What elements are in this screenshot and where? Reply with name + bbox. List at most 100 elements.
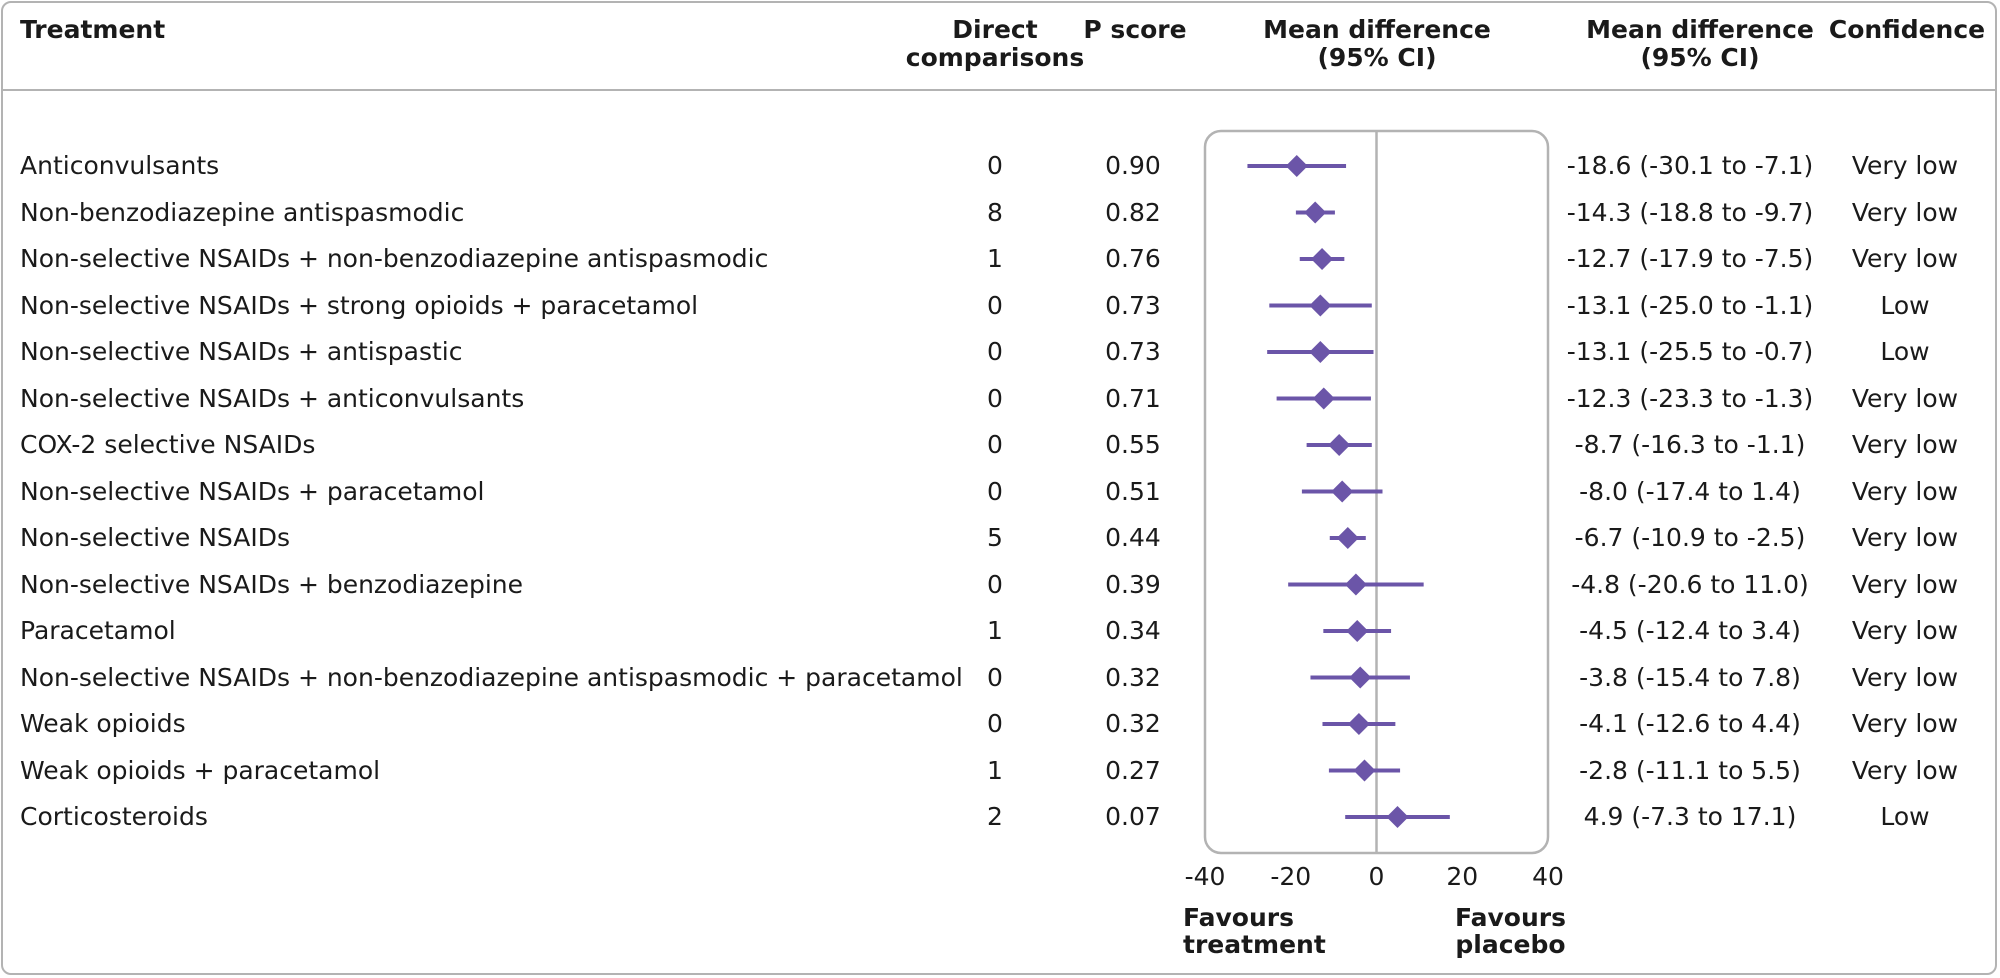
direct-comparisons-value: 2 [987,802,1003,831]
x-tick-label: 0 [1368,862,1385,891]
confidence-value: Low [1880,290,1930,320]
p-score-value: 0.51 [1105,476,1161,506]
confidence-value: Very low [1851,662,1959,692]
treatment-name: Non-selective NSAIDs + non-benzodiazepin… [20,244,769,273]
p-score-value: 0.39 [1105,569,1161,599]
direct-comparisons-value: 0 [987,290,1003,320]
direct-comparisons-value: 5 [987,523,1003,552]
direct-comparisons-value: 1 [987,244,1003,273]
p-score-value: 0.32 [1105,662,1161,692]
p-score-value: 0.73 [1105,290,1161,320]
direct-comparisons-value: 0 [987,709,1003,738]
treatment-name: Non-selective NSAIDs + strong opioids + … [20,290,699,320]
confidence-value: Very low [1851,476,1959,506]
direct-comparisons-value: 0 [987,151,1003,180]
point-estimate-marker [1346,620,1369,642]
p-score-value: 0.82 [1105,197,1161,227]
p-score-value: 0.55 [1105,430,1161,459]
header-treatment: Treatment [20,15,166,44]
mean-difference-ci-text: -13.1 (-25.5 to -0.7) [1566,337,1814,366]
x-tick-label: 20 [1446,862,1479,891]
point-estimate-marker [1285,155,1308,177]
p-score-value: 0.27 [1105,755,1161,785]
header-mean-difference-plot: Mean difference (95% CI) [1263,15,1491,72]
treatment-name: Weak opioids + paracetamol [20,755,381,785]
point-estimate-marker [1309,294,1332,317]
point-estimate-marker [1349,666,1372,689]
treatment-name: COX-2 selective NSAIDs [20,430,316,459]
confidence-value: Very low [1851,523,1959,552]
treatment-name: Anticonvulsants [20,151,220,180]
point-estimate-marker [1353,759,1376,782]
treatment-name: Non-selective NSAIDs + non-benzodiazepin… [20,662,963,692]
favours-placebo-label: Favours placebo [1455,903,1566,959]
treatment-name: Non-selective NSAIDs + paracetamol [20,476,485,506]
p-score-value: 0.44 [1105,523,1161,552]
x-tick-label: 40 [1532,862,1564,891]
x-tick-label: -20 [1270,862,1312,891]
confidence-value: Very low [1851,569,1959,599]
point-estimate-marker [1328,434,1351,456]
confidence-value: Very low [1851,709,1959,738]
mean-difference-ci-text: -8.7 (-16.3 to -1.1) [1574,430,1806,459]
direct-comparisons-value: 1 [987,755,1003,785]
confidence-value: Very low [1851,383,1959,413]
header-direct-comparisons: Direct comparisons [905,15,1085,72]
confidence-value: Very low [1851,197,1959,227]
mean-difference-ci-text: -4.5 (-12.4 to 3.4) [1579,616,1801,645]
point-estimate-marker [1344,573,1367,596]
header-mean-difference-ci: Mean difference (95% CI) [1586,15,1814,72]
p-score-value: 0.34 [1105,616,1161,645]
mean-difference-ci-text: -4.8 (-20.6 to 11.0) [1571,569,1809,599]
favours-treatment-label: Favours treatment [1183,903,1326,959]
direct-comparisons-value: 0 [987,569,1003,599]
mean-difference-ci-text: -6.7 (-10.9 to -2.5) [1574,523,1806,552]
treatment-name: Non-selective NSAIDs [20,523,290,552]
treatment-name: Non-selective NSAIDs + benzodiazepine [20,569,524,599]
point-estimate-marker [1347,713,1370,735]
confidence-value: Very low [1851,244,1959,273]
p-score-value: 0.71 [1105,383,1161,413]
treatment-name: Weak opioids [20,709,186,738]
point-estimate-marker [1386,806,1409,828]
mean-difference-ci-text: -12.3 (-23.3 to -1.3) [1566,383,1814,413]
mean-difference-ci-text: -3.8 (-15.4 to 7.8) [1579,662,1801,692]
direct-comparisons-value: 1 [987,616,1003,645]
confidence-value: Very low [1851,616,1959,645]
treatment-name: Non-selective NSAIDs + antispastic [20,337,463,366]
point-estimate-marker [1304,201,1327,224]
point-estimate-marker [1309,341,1332,363]
point-estimate-marker [1311,248,1334,270]
direct-comparisons-value: 0 [987,662,1003,692]
mean-difference-ci-text: -14.3 (-18.8 to -9.7) [1566,197,1814,227]
mean-difference-ci-text: -12.7 (-17.9 to -7.5) [1566,244,1814,273]
direct-comparisons-value: 0 [987,337,1003,366]
direct-comparisons-value: 0 [987,430,1003,459]
p-score-value: 0.32 [1105,709,1161,738]
point-estimate-marker [1331,480,1354,503]
mean-difference-ci-text: -2.8 (-11.1 to 5.5) [1579,755,1801,785]
p-score-value: 0.76 [1105,244,1161,273]
confidence-value: Very low [1851,151,1959,180]
header-confidence: Confidence [1828,15,1986,44]
p-score-value: 0.07 [1105,802,1161,831]
mean-difference-ci-text: -8.0 (-17.4 to 1.4) [1579,476,1801,506]
direct-comparisons-value: 0 [987,476,1003,506]
direct-comparisons-value: 8 [987,197,1003,227]
confidence-value: Low [1880,337,1930,366]
confidence-value: Low [1880,802,1930,831]
direct-comparisons-value: 0 [987,383,1003,413]
header-divider [3,89,1997,91]
mean-difference-ci-text: -18.6 (-30.1 to -7.1) [1566,151,1814,180]
confidence-value: Very low [1851,430,1959,459]
mean-difference-ci-text: -13.1 (-25.0 to -1.1) [1566,290,1814,320]
confidence-value: Very low [1851,755,1959,785]
p-score-value: 0.90 [1105,151,1161,180]
header-p-score: P score [1083,15,1187,44]
p-score-value: 0.73 [1105,337,1161,366]
treatment-name: Non-selective NSAIDs + anticonvulsants [20,383,525,413]
point-estimate-marker [1336,527,1359,549]
